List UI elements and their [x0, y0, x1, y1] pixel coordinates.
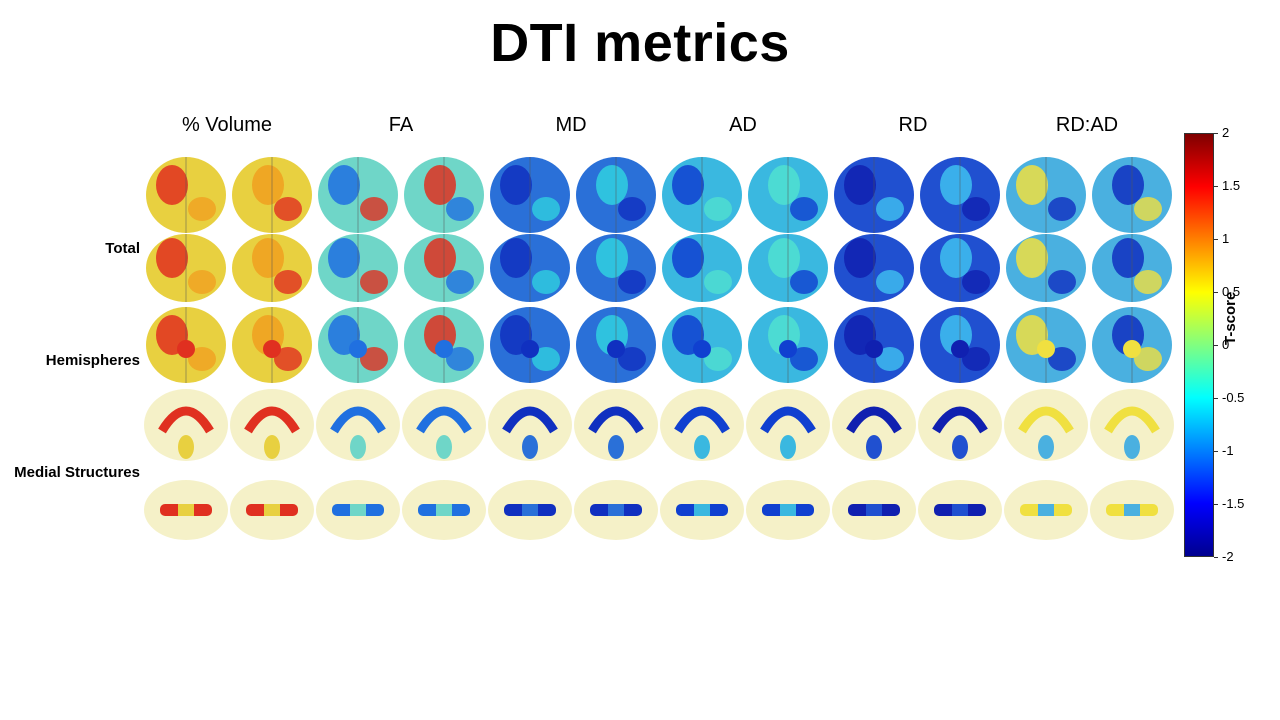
- colorbar-tick-label: -2: [1222, 549, 1234, 564]
- brain-render-md-3-1: [490, 307, 570, 383]
- colorbar-tick-mark: [1214, 239, 1218, 240]
- brain-render-grid: [144, 157, 1174, 540]
- colorbar-tick-label: 1.5: [1222, 178, 1241, 193]
- brain-render-rd-2-1: [834, 234, 914, 302]
- brain-render-ad-2-1: [662, 234, 742, 302]
- brain-render-ad-5-2: [746, 480, 830, 540]
- brain-render-md-1-2: [576, 157, 656, 233]
- brain-render-volume-3-2: [232, 307, 312, 383]
- brain-render-ad-2-2: [748, 234, 828, 302]
- brain-render-rd-4-2: [918, 389, 1002, 461]
- colorbar-tick-label: -0.5: [1222, 390, 1245, 405]
- brain-render-rd-5-1: [832, 480, 916, 540]
- brain-render-md-3-2: [576, 307, 656, 383]
- brain-render-ad-3-2: [748, 307, 828, 383]
- colorbar-tick-label: 1: [1222, 231, 1230, 246]
- brain-render-volume-1-1: [146, 157, 226, 233]
- brain-render-ad-1-2: [748, 157, 828, 233]
- colorbar-tick-label: 2: [1222, 125, 1230, 140]
- brain-render-ad-1-1: [662, 157, 742, 233]
- page-title: DTI metrics: [490, 13, 790, 73]
- column-header-fa: FA: [388, 114, 414, 136]
- brain-render-fa-5-1: [316, 480, 400, 540]
- colorbar-tick-mark: [1214, 133, 1218, 134]
- colorbar-tick-mark: [1214, 557, 1218, 558]
- brain-render-rdad-3-2: [1092, 307, 1172, 383]
- colorbar-tick-mark: [1214, 451, 1218, 452]
- brain-render-volume-1-2: [232, 157, 312, 233]
- column-header-md: MD: [555, 114, 587, 136]
- brain-render-rdad-3-1: [1006, 307, 1086, 383]
- row-header-medial: Medial Structures: [14, 464, 140, 481]
- colorbar-tick-mark: [1214, 345, 1218, 346]
- brain-render-fa-4-2: [402, 389, 486, 461]
- brain-render-md-2-1: [490, 234, 570, 302]
- brain-render-rd-1-1: [834, 157, 914, 233]
- brain-render-volume-4-2: [230, 389, 314, 461]
- brain-render-rdad-5-2: [1090, 480, 1174, 540]
- colorbar-tick-mark: [1214, 186, 1218, 187]
- colorbar-label: T-score: [1222, 291, 1239, 345]
- brain-render-rd-2-2: [920, 234, 1000, 302]
- brain-render-md-5-2: [574, 480, 658, 540]
- row-header-hemispheres: Hemispheres: [45, 352, 140, 369]
- brain-render-volume-2-1: [146, 234, 226, 302]
- colorbar-tick-mark: [1214, 292, 1218, 293]
- colorbar-tick-label: -1.5: [1222, 496, 1245, 511]
- brain-render-volume-4-1: [144, 389, 228, 461]
- colorbar-tick-mark: [1214, 398, 1218, 399]
- brain-render-ad-4-2: [746, 389, 830, 461]
- brain-render-rdad-4-1: [1004, 389, 1088, 461]
- brain-render-md-5-1: [488, 480, 572, 540]
- brain-render-fa-5-2: [402, 480, 486, 540]
- brain-render-rd-4-1: [832, 389, 916, 461]
- brain-render-rdad-1-2: [1092, 157, 1172, 233]
- brain-render-ad-4-1: [660, 389, 744, 461]
- brain-render-volume-2-2: [232, 234, 312, 302]
- brain-render-fa-1-1: [318, 157, 398, 233]
- brain-render-rdad-1-1: [1006, 157, 1086, 233]
- brain-render-fa-3-2: [404, 307, 484, 383]
- brain-render-rd-1-2: [920, 157, 1000, 233]
- brain-render-md-2-2: [576, 234, 656, 302]
- brain-render-rd-5-2: [918, 480, 1002, 540]
- brain-render-rdad-4-2: [1090, 389, 1174, 461]
- colorbar-tick-mark: [1214, 504, 1218, 505]
- colorbar: [1184, 133, 1214, 557]
- brain-render-rd-3-1: [834, 307, 914, 383]
- colorbar-tick-label: 0: [1222, 337, 1230, 352]
- brain-render-rdad-2-2: [1092, 234, 1172, 302]
- column-header-rd: RD: [898, 114, 928, 136]
- column-header-ad: AD: [729, 114, 757, 136]
- colorbar-tick-label: -1: [1222, 443, 1234, 458]
- brain-render-md-4-1: [488, 389, 572, 461]
- brain-render-volume-3-1: [146, 307, 226, 383]
- brain-render-fa-4-1: [316, 389, 400, 461]
- brain-render-rdad-5-1: [1004, 480, 1088, 540]
- brain-render-volume-5-2: [230, 480, 314, 540]
- column-header-volume: % Volume: [181, 114, 273, 136]
- brain-render-md-4-2: [574, 389, 658, 461]
- brain-render-volume-5-1: [144, 480, 228, 540]
- brain-render-fa-2-2: [404, 234, 484, 302]
- brain-render-fa-3-1: [318, 307, 398, 383]
- column-header-rdad: RD:AD: [1055, 114, 1119, 136]
- row-header-total: Total: [105, 240, 140, 257]
- brain-render-md-1-1: [490, 157, 570, 233]
- colorbar-tick-label: 0.5: [1222, 284, 1241, 299]
- brain-render-fa-2-1: [318, 234, 398, 302]
- brain-render-fa-1-2: [404, 157, 484, 233]
- brain-render-rdad-2-1: [1006, 234, 1086, 302]
- brain-render-rd-3-2: [920, 307, 1000, 383]
- brain-render-ad-3-1: [662, 307, 742, 383]
- brain-render-ad-5-1: [660, 480, 744, 540]
